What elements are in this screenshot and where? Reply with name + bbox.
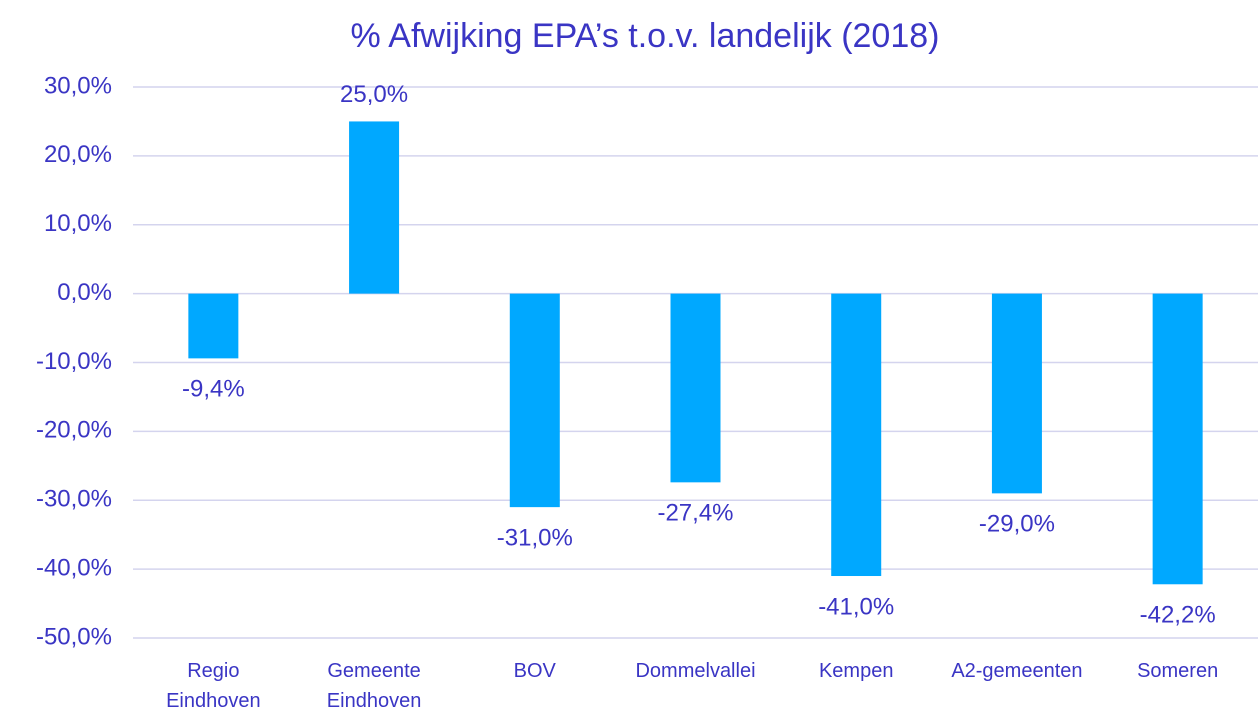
- x-tick-label: Gemeente Eindhoven: [327, 660, 422, 712]
- y-tick-label: 0,0%: [57, 279, 112, 306]
- y-tick-label: -20,0%: [36, 417, 112, 444]
- data-label: -42,2%: [1140, 602, 1216, 629]
- bar: [831, 293, 882, 577]
- data-label: -27,4%: [657, 500, 733, 527]
- bar: [1152, 293, 1203, 585]
- data-label: -31,0%: [497, 524, 573, 551]
- y-tick-label: 20,0%: [44, 141, 112, 168]
- x-tick-label: A2-gemeenten: [951, 660, 1082, 682]
- y-tick-label: 10,0%: [44, 210, 112, 237]
- chart-title: % Afwijking EPA’s t.o.v. landelijk (2018…: [351, 17, 940, 55]
- x-tick-label: Regio Eindhoven: [166, 660, 261, 712]
- y-tick-label: -40,0%: [36, 554, 112, 581]
- x-tick-label: Someren: [1137, 660, 1218, 682]
- y-tick-label: -30,0%: [36, 486, 112, 513]
- bar: [991, 293, 1042, 494]
- bar: [670, 293, 721, 483]
- y-tick-label: -10,0%: [36, 348, 112, 375]
- bar: [349, 121, 400, 294]
- y-tick-label: 30,0%: [44, 72, 112, 99]
- x-tick-label: Dommelvallei: [635, 660, 755, 682]
- bar: [509, 293, 560, 508]
- y-tick-label: -50,0%: [36, 623, 112, 650]
- data-label: -9,4%: [182, 376, 245, 403]
- x-tick-label: Kempen: [819, 660, 894, 682]
- x-tick-label: BOV: [514, 660, 557, 682]
- data-label: 25,0%: [340, 81, 408, 108]
- data-label: -41,0%: [818, 593, 894, 620]
- data-label: -29,0%: [979, 511, 1055, 538]
- bar: [188, 293, 239, 359]
